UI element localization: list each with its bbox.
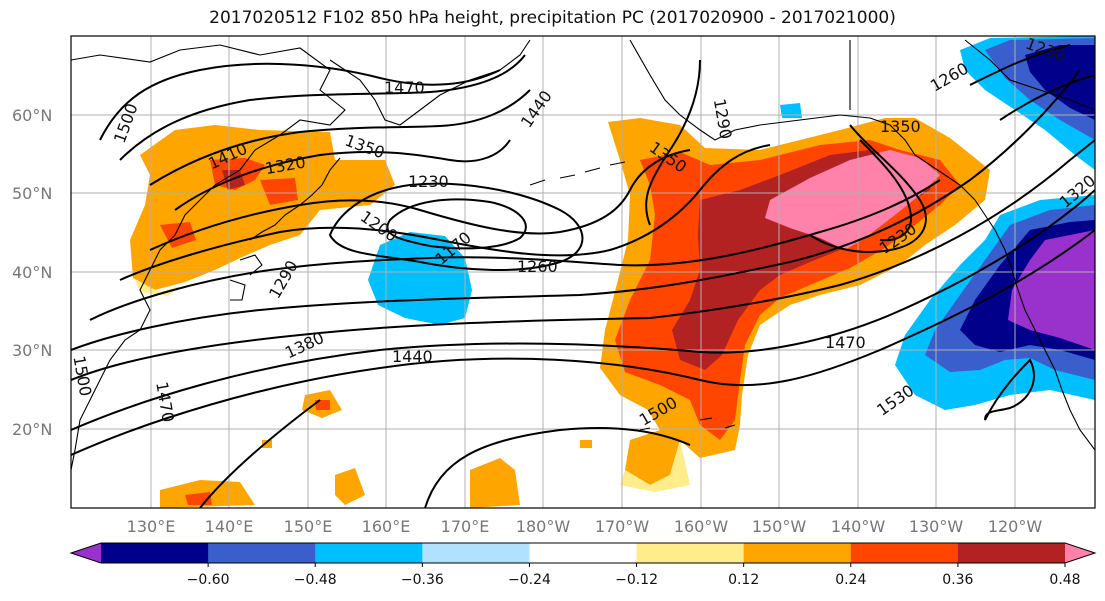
colorbar-segment xyxy=(208,543,316,563)
lon-tick-label: 120°W xyxy=(988,517,1043,536)
lat-tick-label: 30°N xyxy=(12,341,52,360)
asia-coastline xyxy=(71,44,346,471)
colorbar-outline xyxy=(69,542,1097,564)
colorbar-tick-label: 0.12 xyxy=(728,572,759,588)
colorbar-tick-label: 0.48 xyxy=(1049,572,1080,588)
colorbar-segment xyxy=(422,543,530,563)
anomaly-region-east-pacific-peak xyxy=(765,150,940,250)
contour-label: 1500 xyxy=(69,354,95,397)
lon-tick-label: 150°W xyxy=(752,517,807,536)
colorbar-segment xyxy=(957,543,1066,563)
lon-tick-label: 170°E xyxy=(441,517,490,536)
colorbar-segment xyxy=(315,543,423,563)
colorbar-tick-label: 0.24 xyxy=(835,572,866,588)
contour-label: 1230 xyxy=(408,172,449,191)
anomaly-region-japan-core xyxy=(160,158,298,248)
colorbar-tick-label: 0.36 xyxy=(942,572,973,588)
gridlines xyxy=(71,36,1095,508)
height-contours xyxy=(71,44,1095,508)
lat-tick-label: 40°N xyxy=(12,263,52,282)
lon-tick-label: 130°E xyxy=(127,517,176,536)
na-coastline xyxy=(974,199,1095,451)
lon-tick-label: 150°E xyxy=(284,517,333,536)
lon-tick-label: 160°E xyxy=(362,517,411,536)
contour-label: 1290 xyxy=(265,257,302,302)
longitude-axis: 130°E 140°E 150°E 160°E 170°E 180°W 170°… xyxy=(127,517,1043,536)
contour-label: 1380 xyxy=(282,328,327,362)
colorbar: −0.60 −0.48 −0.36 −0.24 −0.12 0.12 0.24 0.36 0.4… xyxy=(69,542,1097,588)
lon-tick-label: 160°W xyxy=(674,517,729,536)
lon-tick-label: 180°W xyxy=(516,517,571,536)
aleutian-islands xyxy=(529,161,626,186)
map-frame xyxy=(70,35,1096,509)
colorbar-tick-label: −0.24 xyxy=(508,572,551,588)
contour-label: 1260 xyxy=(517,257,558,276)
colorbar-segment xyxy=(101,543,209,563)
contour-label: 1470 xyxy=(825,333,866,352)
contour-label: 1440 xyxy=(517,87,556,131)
colorbar-segment xyxy=(850,543,959,563)
contour-label: 1350 xyxy=(342,131,387,163)
contour-label: 1440 xyxy=(392,347,433,366)
colorbar-tick-label: −0.12 xyxy=(615,572,658,588)
colorbar-tick-label: −0.36 xyxy=(401,572,444,588)
colorbar-tick-label: −0.48 xyxy=(294,572,337,588)
alaska-coastline xyxy=(629,39,976,201)
contour-label: 1350 xyxy=(880,117,921,136)
colorbar-extension-low xyxy=(71,543,101,563)
map-title: 2017020512 F102 850 hPa height, precipit… xyxy=(209,8,896,28)
colorbar-segment xyxy=(636,543,745,563)
latitude-axis: 60°N 50°N 40°N 30°N 20°N xyxy=(12,106,52,439)
contour-label: 1470 xyxy=(384,78,425,97)
coastlines xyxy=(71,39,1095,471)
lat-tick-label: 50°N xyxy=(12,184,52,203)
contour-label: 1470 xyxy=(152,380,178,423)
lon-tick-label: 140°W xyxy=(831,517,886,536)
colorbar-tick-label: −0.60 xyxy=(187,572,230,588)
contour-label: 1500 xyxy=(110,101,142,146)
contour-label: 1290 xyxy=(710,97,736,140)
lat-tick-label: 60°N xyxy=(12,106,52,125)
low-center-contour xyxy=(328,182,584,271)
lon-tick-label: 170°W xyxy=(595,517,650,536)
colorbar-segment xyxy=(743,543,852,563)
contour-label: 1260 xyxy=(927,59,972,96)
anomaly-region-japan xyxy=(130,125,395,290)
lon-tick-label: 140°E xyxy=(205,517,254,536)
colorbar-segment xyxy=(529,543,638,563)
lon-tick-label: 130°W xyxy=(909,517,964,536)
colorbar-extension-high xyxy=(1065,543,1095,563)
lat-tick-label: 20°N xyxy=(12,420,52,439)
